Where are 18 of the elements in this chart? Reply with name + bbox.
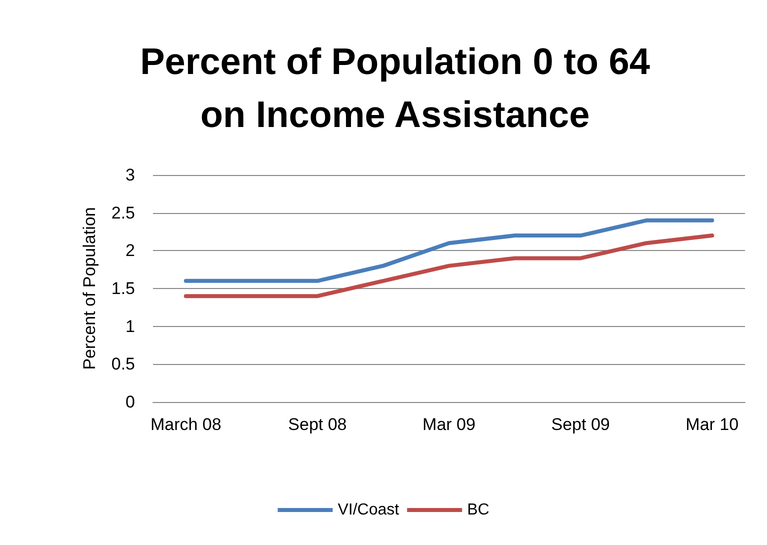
legend-label: VI/Coast	[338, 502, 400, 518]
x-tick-label: Mar 09	[422, 415, 476, 434]
y-axis-title: Percent of Population	[80, 207, 99, 370]
line-series	[184, 218, 714, 283]
x-tick-label: Mar 10	[686, 415, 739, 434]
y-tick-label: 3	[126, 166, 135, 184]
x-tick-label: Sept 09	[551, 415, 610, 434]
legend-label: BC	[467, 502, 490, 518]
y-tick-label: 0	[126, 392, 135, 412]
y-tick-label: 0.5	[111, 354, 135, 374]
line-series	[184, 234, 714, 298]
x-tick-label: March 08	[150, 415, 222, 434]
x-tick-label: Sept 08	[288, 415, 347, 434]
y-tick-label: 2.5	[111, 203, 135, 222]
y-tick-label: 2	[126, 241, 135, 260]
chart-title: Percent of Population 0 to 64 on Income Assistance	[140, 41, 650, 135]
y-tick-label: 1.5	[111, 279, 135, 298]
y-tick-label: 1	[126, 316, 135, 336]
